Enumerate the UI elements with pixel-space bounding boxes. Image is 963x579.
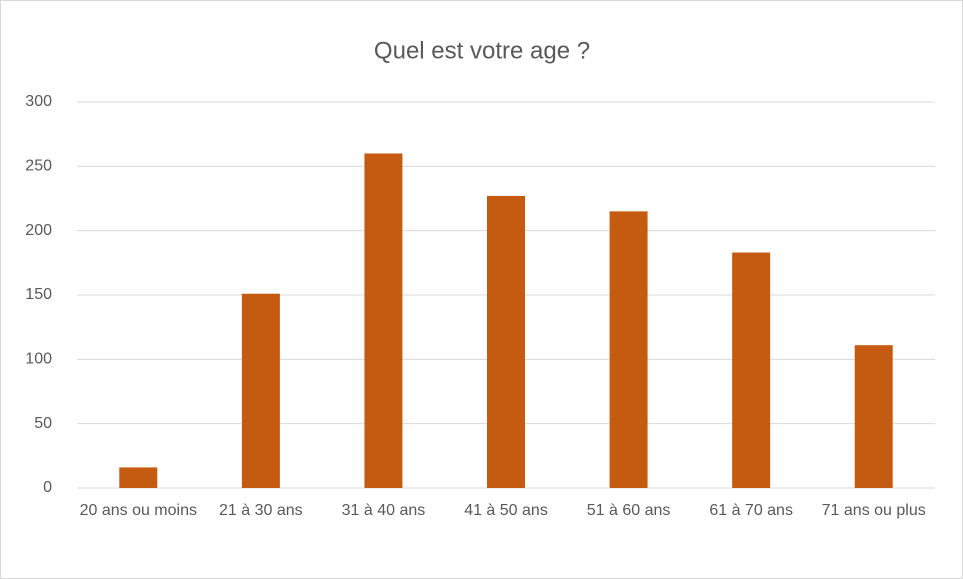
x-tick-label: 21 à 30 ans [219, 502, 303, 519]
y-tick-label: 100 [25, 351, 52, 368]
y-tick-label: 250 [25, 158, 52, 175]
y-tick-label: 50 [34, 415, 52, 432]
y-tick-label: 300 [25, 93, 52, 110]
chart-title: Quel est votre age ? [374, 37, 590, 64]
bar [364, 153, 403, 488]
bar [609, 211, 648, 488]
x-tick-label: 51 à 60 ans [586, 502, 671, 519]
x-tick-label: 31 à 40 ans [341, 502, 426, 519]
bar [487, 195, 525, 488]
x-tick-label: 71 ans ou plus [821, 502, 926, 519]
y-tick-label: 200 [25, 222, 52, 239]
bar [732, 252, 771, 488]
x-tick-label: 61 à 70 ans [709, 502, 793, 519]
bar [119, 467, 158, 488]
bar [854, 345, 893, 488]
bar [241, 293, 280, 488]
y-tick-label: 150 [25, 286, 52, 303]
x-tick-label: 41 à 50 ans [464, 502, 548, 519]
y-tick-label: 0 [43, 479, 52, 496]
x-tick-label: 20 ans ou moins [79, 502, 197, 519]
